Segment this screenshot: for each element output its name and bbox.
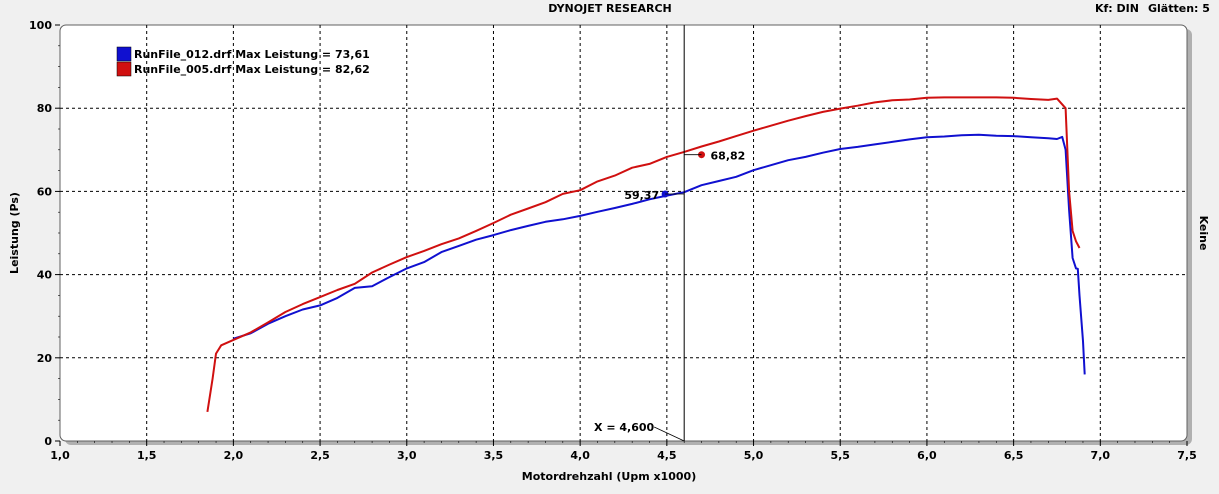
cursor-layer[interactable]: X = 4,600 — [594, 25, 685, 442]
x-tick-label: 2,0 — [224, 449, 244, 462]
y-tick-label: 0 — [44, 435, 52, 448]
y-tick-label: 60 — [37, 185, 53, 198]
plot-frame — [59, 24, 1192, 445]
header-title: DYNOJET RESEARCH — [548, 2, 671, 15]
x-axis-label: Motordrehzahl (Upm x1000) — [522, 470, 696, 483]
x-tick-label: 2,5 — [310, 449, 330, 462]
marker-layer: 59,37 68,82 — [624, 150, 745, 202]
x-tick-label: 5,5 — [830, 449, 850, 462]
x-tick-label: 4,0 — [570, 449, 590, 462]
marker-value-label: 59,37 — [624, 189, 659, 202]
series-line-1 — [233, 133, 1086, 375]
x-tick-label: 7,5 — [1177, 449, 1197, 462]
y-tick-label: 80 — [37, 102, 53, 115]
x-tick-label: 1,0 — [50, 449, 70, 462]
right-axis-label: Keine — [1197, 216, 1210, 251]
cursor-label: X = 4,600 — [594, 421, 654, 434]
y-tick-label: 100 — [29, 19, 52, 32]
y-axis-label: Leistung (Ps) — [8, 192, 21, 274]
legend: RunFile_012.drf Max Leistung = 73,61 Run… — [116, 46, 370, 77]
x-tick-label: 6,0 — [917, 449, 937, 462]
legend-swatch-series-1 — [116, 46, 132, 62]
x-tick-labels: 1,0 1,5 2,0 2,5 3,0 3,5 4,0 4,5 5,0 5,5 6,0 6,5 7,0 7… — [50, 449, 1197, 462]
series-line-2 — [206, 96, 1081, 413]
plot-area — [59, 24, 1188, 442]
y-tick-label: 20 — [37, 352, 53, 365]
marker-value-label: 68,82 — [711, 150, 746, 163]
header-glaetten: Glätten: 5 — [1148, 2, 1210, 15]
legend-swatch-series-2 — [116, 61, 132, 77]
y-tick-label: 40 — [37, 269, 53, 282]
x-tick-label: 1,5 — [137, 449, 157, 462]
grid-lines — [55, 24, 1188, 446]
cursor-label-leader — [654, 426, 685, 442]
legend-label-series-1: RunFile_012.drf Max Leistung = 73,61 — [134, 48, 370, 61]
x-tick-label: 3,5 — [484, 449, 504, 462]
x-tick-label: 3,0 — [397, 449, 417, 462]
header-kf: Kf: DIN — [1095, 2, 1139, 15]
legend-label-series-2: RunFile_005.drf Max Leistung = 82,62 — [134, 63, 370, 76]
x-tick-label: 6,5 — [1004, 449, 1024, 462]
y-tick-labels: 0 20 40 60 80 100 — [29, 19, 52, 448]
x-tick-label: 7,0 — [1091, 449, 1111, 462]
x-tick-label: 5,0 — [744, 449, 764, 462]
series-layer — [206, 96, 1086, 413]
x-tick-label: 4,5 — [657, 449, 677, 462]
